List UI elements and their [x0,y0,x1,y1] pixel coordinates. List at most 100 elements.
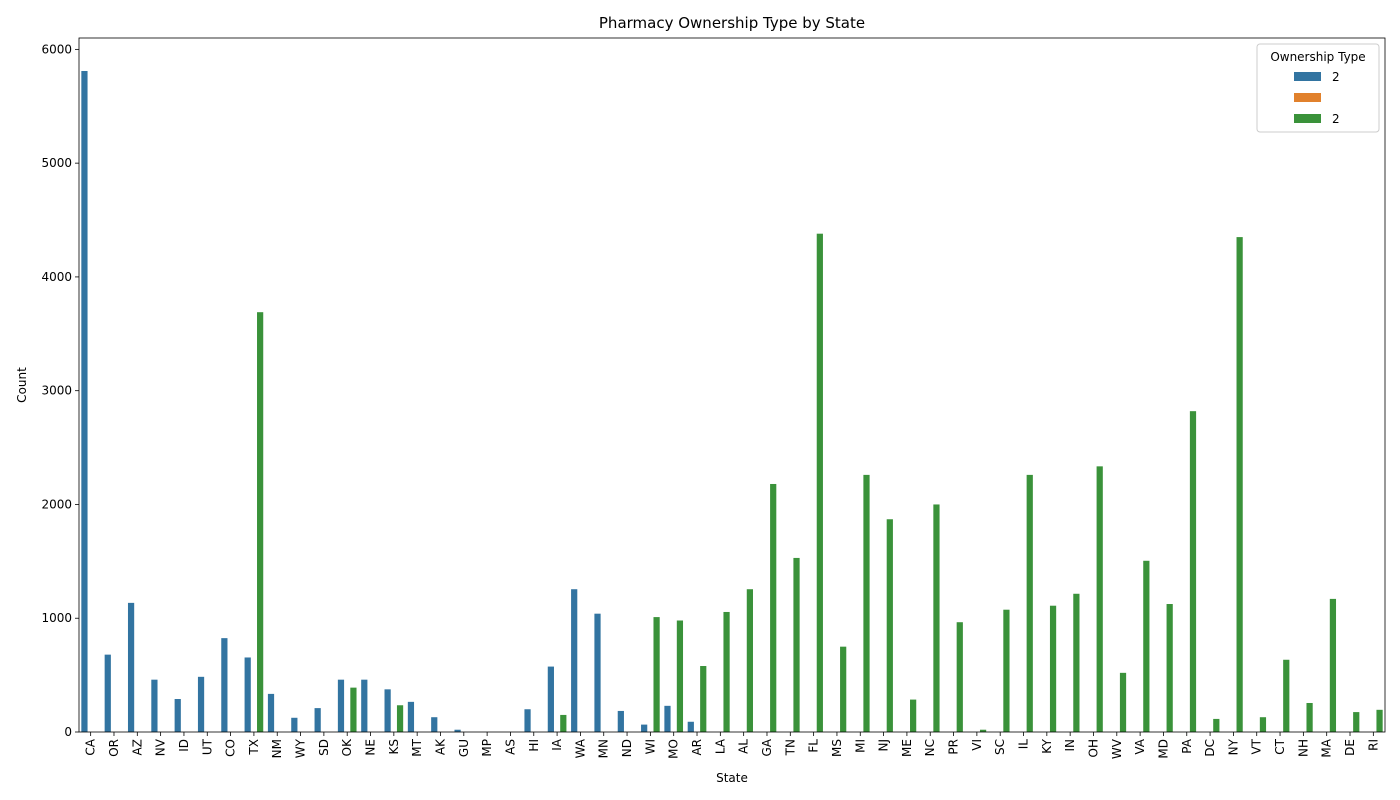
plot-area [81,70,1383,733]
plot-frame [78,37,1386,733]
bar-co-series-1 [221,638,228,732]
x-tick-label: IN [1063,739,1077,752]
x-tick-label: OK [340,738,354,756]
bar-nd-series-1 [617,710,624,732]
x-axis: CA OR AZ NV ID UT CO TX NM WY SD OK NE KS MT AK GU MP AS HI… [84,732,1380,759]
bar-nv-series-1 [151,679,158,732]
x-tick-label: GA [760,738,774,756]
bar-al-series-3 [746,589,753,732]
y-tick-label: 4000 [41,270,72,284]
bar-md-series-3 [1166,604,1173,732]
bar-az-series-1 [127,602,135,732]
bar-ar-series-1 [687,721,694,732]
bar-ri-series-3 [1376,709,1383,732]
x-tick-label: LA [713,738,727,754]
bar-mn-series-1 [594,613,601,732]
bar-mo-series-3 [676,620,684,732]
bar-ca-series-1 [81,70,88,733]
x-tick-label: NM [270,739,284,758]
x-tick-label: AZ [130,739,144,755]
x-tick-label: PA [1180,738,1194,753]
bar-ny-series-3 [1236,237,1243,732]
bar-me-series-3 [910,699,917,732]
bar-ia-series-1 [547,666,554,732]
bar-wa-series-1 [571,589,578,732]
y-tick-label: 5000 [41,156,72,170]
x-tick-label: OH [1086,739,1100,757]
bar-wv-series-3 [1119,672,1127,732]
bar-la-series-3 [723,611,730,732]
x-tick-label: HI [527,739,541,752]
x-tick-label: VA [1133,738,1147,754]
legend-title: Ownership Type [1270,50,1365,64]
x-tick-label: CO [224,739,238,757]
x-tick-label: TN [783,739,797,756]
x-tick-label: NE [364,739,378,756]
bar-or-series-1 [104,654,111,732]
legend-swatch-series-3 [1294,114,1321,123]
bar-sd-series-1 [314,708,321,732]
bar-fl-series-3 [816,233,823,732]
x-tick-label: GU [457,739,471,757]
x-tick-label: WI [643,739,657,754]
legend-label-series-3: 2 [1332,112,1340,126]
x-tick-label: ND [620,739,634,757]
x-tick-label: IL [1017,739,1031,750]
bar-wi-series-3 [653,617,660,732]
bar-nc-series-3 [933,504,940,732]
y-tick-label: 2000 [41,497,72,511]
x-tick-label: MS [830,739,844,757]
legend: Ownership Type 2 2 [1256,43,1380,133]
bar-mo-series-1 [664,705,671,732]
bar-mt-series-1 [407,701,415,732]
legend-box [1256,43,1380,133]
chart-title: Pharmacy Ownership Type by State [599,14,865,32]
bar-gu-series-1 [454,729,461,732]
y-tick-label: 3000 [41,384,72,398]
bar-ga-series-3 [770,483,777,732]
x-tick-label: CT [1273,738,1287,754]
bar-ks-series-1 [384,689,391,732]
legend-label-series-1: 2 [1332,70,1340,84]
bar-id-series-1 [174,699,181,732]
x-tick-label: TX [247,739,261,756]
x-tick-label: NV [154,738,168,756]
x-tick-label: MI [853,739,867,753]
bar-va-series-3 [1143,560,1150,732]
bar-ok-series-1 [337,679,345,732]
bar-tn-series-3 [793,557,800,732]
bar-ia-series-3 [560,714,567,732]
x-tick-label: WV [1110,738,1124,759]
x-tick-label: KS [387,739,401,755]
bar-tx-series-1 [244,657,251,732]
x-tick-label: PR [947,739,961,755]
x-tick-label: CA [84,738,98,755]
bar-ks-series-3 [396,705,404,732]
bar-wy-series-1 [291,717,298,732]
bar-mi-series-3 [863,474,870,732]
x-tick-label: MA [1320,738,1334,757]
x-tick-label: IA [550,738,564,751]
bar-il-series-3 [1026,474,1033,732]
bar-nm-series-1 [267,693,275,732]
x-tick-label: ME [900,739,914,757]
bar-ky-series-3 [1049,605,1057,732]
legend-swatch-series-2 [1294,93,1321,102]
x-tick-label: MN [597,739,611,758]
bar-ut-series-1 [197,676,205,732]
x-tick-label: OR [107,739,121,757]
x-tick-label: UT [200,738,214,755]
bar-de-series-3 [1353,712,1360,732]
y-tick-label: 0 [64,725,72,739]
x-tick-label: DE [1343,739,1357,756]
x-tick-label: DC [1203,739,1217,757]
bar-hi-series-1 [524,709,531,732]
bar-vi-series-3 [979,729,987,732]
bar-pa-series-3 [1189,411,1197,732]
bar-ct-series-3 [1283,659,1290,732]
bar-in-series-3 [1073,593,1080,732]
x-tick-label: MT [410,738,424,756]
x-tick-label: NH [1296,739,1310,757]
bar-ms-series-3 [840,646,847,732]
